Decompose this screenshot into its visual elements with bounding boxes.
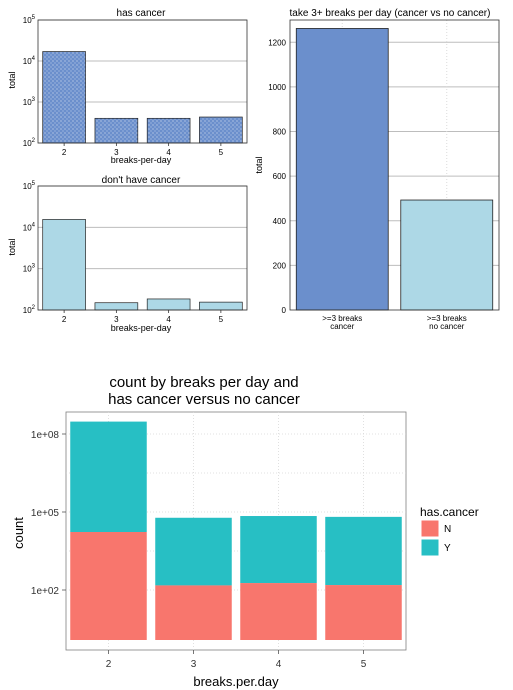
legend-label-N: N (444, 524, 451, 535)
ticks-stacked: 1e+02 1e+05 1e+08 2 3 4 5 (31, 430, 367, 670)
x-axis-label-stacked: breaks.per.day (193, 674, 279, 689)
chart-title-no-cancer: don't have cancer (102, 175, 181, 186)
x-tick-label: 4 (166, 315, 171, 324)
bar-N-3 (155, 585, 232, 640)
chart-title-three-plus-breaks: take 3+ breaks per day (cancer vs no can… (290, 8, 491, 19)
ticks-has-cancer: 102 103 104 105 2 3 4 5 (23, 15, 224, 157)
chart-title-line: has cancer versus no cancer (108, 391, 300, 408)
y-tick-label: 800 (273, 128, 287, 137)
y-tick-label: 105 (23, 15, 36, 25)
x-tick-label: 2 (106, 659, 112, 670)
bar-4 (146, 117, 191, 144)
y-tick-label: 1000 (268, 83, 286, 92)
bar-2 (42, 219, 86, 311)
bar-cancer (295, 28, 389, 311)
chart-title-has-cancer: has cancer (117, 8, 167, 19)
y-tick-label: 400 (273, 217, 287, 226)
x-tick-label: >=3 breaks cancer (322, 314, 362, 331)
plot-frame-three-plus-breaks (289, 19, 500, 311)
legend-label-Y: Y (444, 543, 451, 554)
bar-Y-5 (325, 516, 402, 586)
y-tick-label: 1e+02 (31, 586, 60, 597)
y-tick-label: 0 (282, 306, 287, 315)
bar-N-4 (240, 583, 317, 640)
y-tick-label: 1e+08 (31, 430, 60, 441)
y-axis-label-no-cancer: total (7, 238, 17, 255)
bars-three-plus-breaks (295, 28, 494, 311)
bar-Y-2 (70, 421, 147, 533)
bar-Y-3 (155, 517, 232, 586)
x-tick-label: 2 (62, 148, 67, 157)
ticks-no-cancer: 102 103 104 105 2 3 4 5 (23, 181, 224, 324)
legend-swatch-Y (420, 538, 440, 557)
x-tick-label: 4 (276, 659, 282, 670)
panel-three-plus-breaks: take 3+ breaks per day (cancer vs no can… (254, 8, 500, 331)
bar-no-cancer (400, 199, 494, 311)
x-tick-label: >=3 breaks no cancer (427, 314, 467, 331)
y-axis-label-stacked: count (11, 517, 26, 549)
x-tick-label: 3 (114, 148, 119, 157)
plot-frame-no-cancer (37, 185, 248, 311)
plot-frame-has-cancer (37, 19, 248, 144)
x-tick-label: 3 (191, 659, 197, 670)
bar-4 (146, 298, 191, 311)
y-tick-label: 103 (23, 97, 36, 107)
x-axis-label-no-cancer: breaks-per-day (111, 323, 172, 333)
bars-has-cancer (42, 51, 243, 144)
y-tick-label: 600 (273, 172, 287, 181)
y-tick-label: 1e+05 (31, 508, 60, 519)
bar-N-2 (70, 532, 147, 640)
y-tick-label: 104 (23, 56, 36, 66)
panel-has-cancer: has cancer 102 103 104 105 2 3 4 5 breaks-per-d… (7, 8, 248, 165)
ticks-three-plus-breaks: 0 200 400 600 800 1000 1200 >=3 breaks cancer >=3… (268, 38, 467, 331)
bar-5 (199, 301, 243, 311)
bar-N-5 (325, 585, 402, 640)
bar-2 (42, 51, 86, 144)
x-tick-label: 2 (62, 315, 67, 324)
panel-no-cancer: don't have cancer 102 103 104 105 2 3 4 5 break… (7, 175, 248, 333)
bar-3 (94, 302, 139, 311)
bar-3 (94, 117, 139, 144)
legend-stacked: has.cancer NY (420, 505, 479, 557)
y-tick-label: 103 (23, 264, 36, 274)
y-tick-label: 1200 (268, 38, 286, 47)
y-tick-label: 102 (23, 138, 36, 148)
y-tick-label: 104 (23, 222, 36, 232)
chart-title-line: count by breaks per day and (109, 374, 298, 391)
x-tick-label: 3 (114, 315, 119, 324)
legend-swatch-N (420, 519, 440, 538)
y-tick-label: 102 (23, 305, 36, 315)
x-tick-label: 5 (361, 659, 367, 670)
y-tick-label: 200 (273, 261, 287, 270)
bars-no-cancer (42, 219, 243, 311)
y-axis-label-three-plus-breaks: total (254, 156, 264, 173)
x-tick-label: 5 (219, 148, 224, 157)
y-axis-label-has-cancer: total (7, 71, 17, 88)
x-tick-label: 5 (219, 315, 224, 324)
bar-Y-4 (240, 516, 317, 584)
bar-5 (199, 116, 243, 144)
bars-stacked (70, 421, 402, 640)
y-tick-label: 105 (23, 181, 36, 191)
x-tick-label: 4 (166, 148, 171, 157)
legend-title: has.cancer (420, 505, 479, 519)
x-axis-label-has-cancer: breaks-per-day (111, 155, 172, 165)
